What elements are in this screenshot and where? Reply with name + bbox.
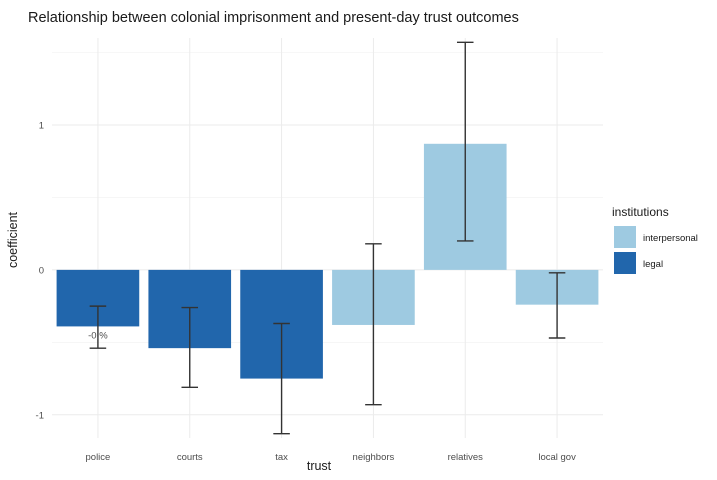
chart-title: Relationship between colonial imprisonme… (28, 10, 519, 26)
errorbar-local-gov (548, 272, 566, 339)
legend-title: institutions (612, 205, 669, 219)
bars-layer (56, 143, 599, 379)
errorbar-tax (273, 322, 290, 435)
errorbar-neighbors (365, 243, 382, 406)
x-tick-label: local gov (538, 452, 576, 463)
x-tick-label: courts (177, 452, 203, 463)
x-tick-labels: police courts tax neighbors relatives local g… (86, 452, 577, 463)
errorbar-relatives (456, 41, 474, 242)
errorbars-layer (89, 41, 566, 435)
legend-key-legal (614, 252, 636, 274)
legend: institutions interpersonal legal (612, 205, 698, 274)
x-tick-label: police (86, 452, 111, 463)
y-axis-title: coefficient (6, 211, 20, 268)
plot-grid (52, 38, 603, 438)
y-tick-label: 1 (39, 120, 44, 131)
y-tick-label: 0 (39, 265, 44, 276)
x-tick-label: tax (275, 452, 288, 463)
x-tick-label: relatives (448, 452, 484, 463)
bar-annotation: -0.% (88, 330, 108, 341)
x-axis-title: trust (307, 459, 332, 473)
errorbar-police (89, 305, 107, 349)
errorbar-courts (181, 306, 199, 388)
y-tick-labels: -1 0 1 (36, 120, 44, 421)
annotations-layer: -0.% (88, 330, 108, 341)
legend-key-interpersonal (614, 226, 636, 248)
y-tick-label: -1 (36, 410, 44, 421)
x-tick-label: neighbors (353, 452, 395, 463)
legend-label: legal (643, 259, 663, 270)
legend-label: interpersonal (643, 233, 698, 244)
